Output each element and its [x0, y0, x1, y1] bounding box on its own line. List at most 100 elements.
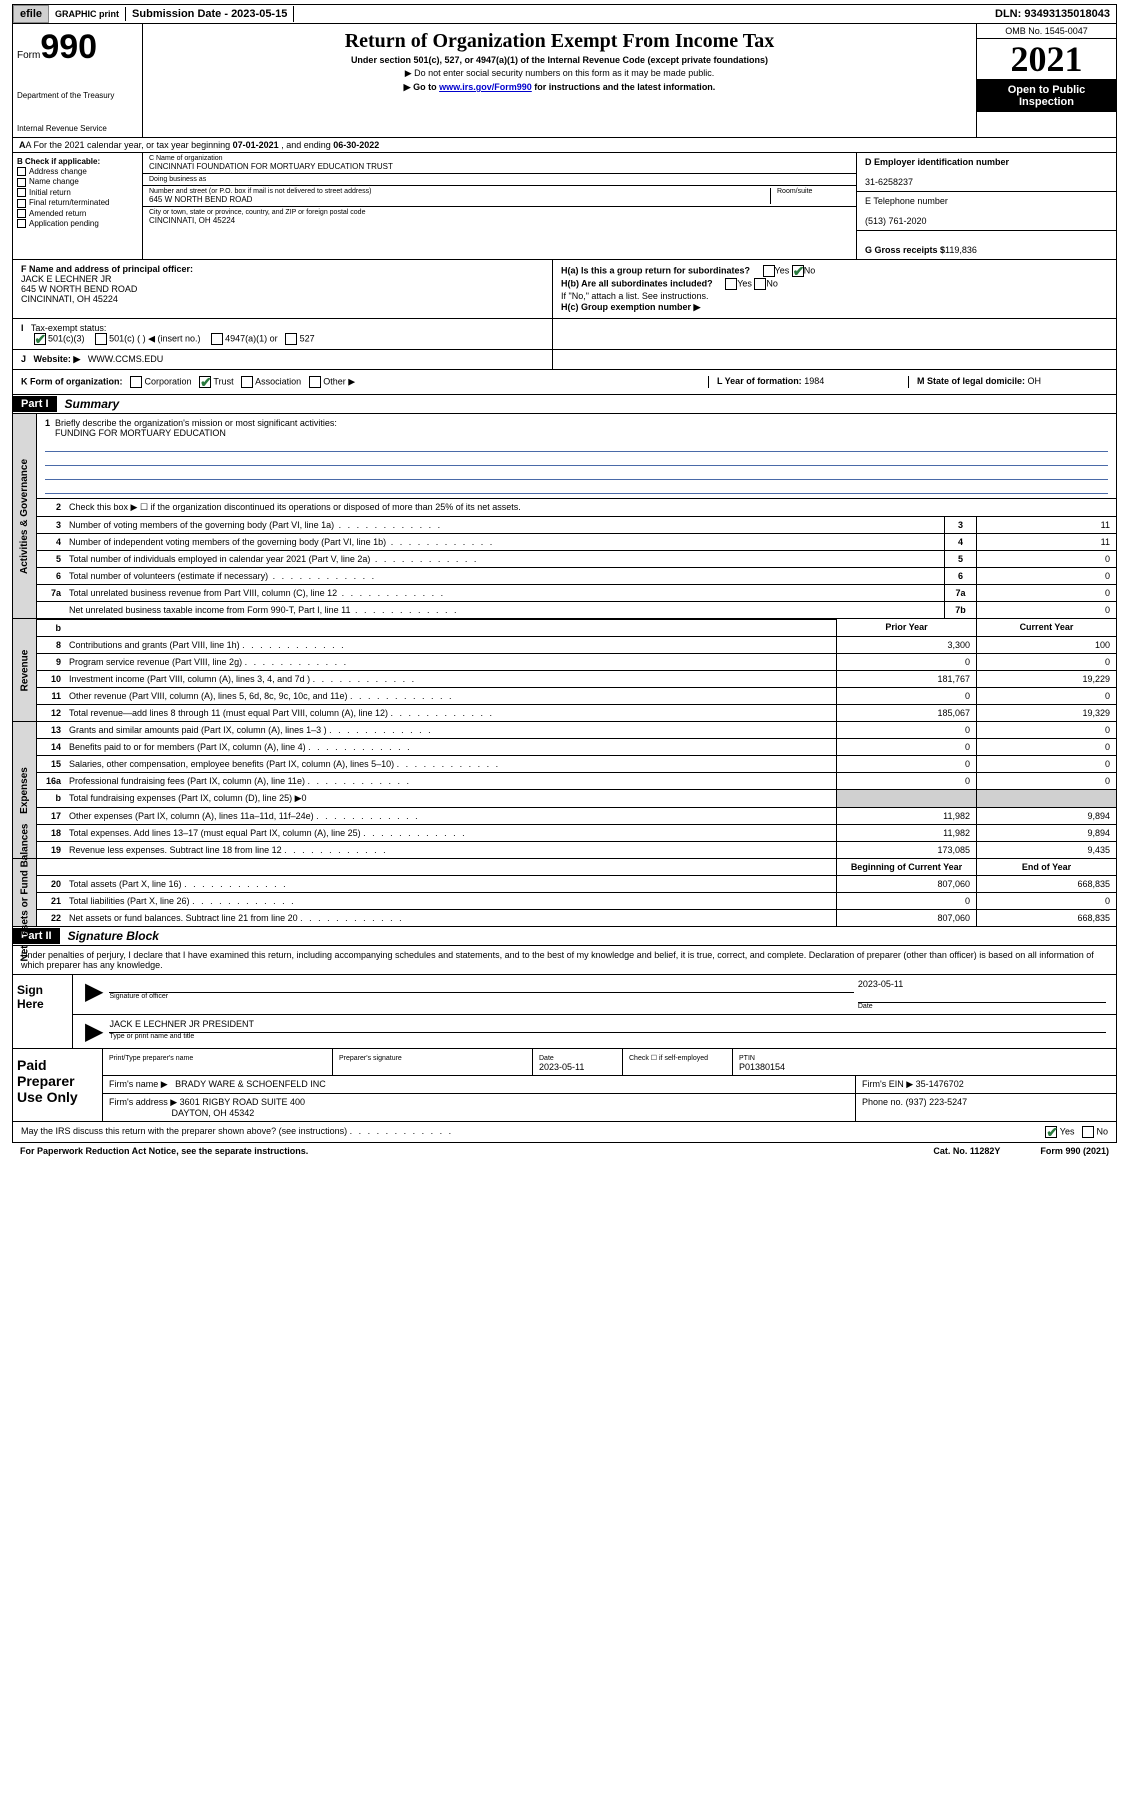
chk-discuss-yes[interactable] [1045, 1126, 1057, 1138]
table-row: 10Investment income (Part VIII, column (… [37, 671, 1116, 688]
form-header: Form990 Department of the Treasury Inter… [12, 24, 1117, 138]
sign-date: 2023-05-11 Date [856, 977, 1108, 1012]
chk-527[interactable] [285, 333, 297, 345]
chk-association[interactable] [241, 376, 253, 388]
irs-link[interactable]: www.irs.gov/Form990 [439, 82, 532, 92]
irs-label: Internal Revenue Service [17, 124, 138, 133]
year-of-formation: L Year of formation: 1984 [708, 376, 908, 388]
arrow-icon: ▶ [81, 977, 107, 1012]
form-number: Form990 [17, 28, 138, 67]
chk-initial-return[interactable]: Initial return [17, 188, 138, 197]
dept-label: Department of the Treasury [17, 91, 138, 100]
chk-corporation[interactable] [130, 376, 142, 388]
part2-title: Signature Block [60, 927, 167, 945]
table-row: Net unrelated business taxable income fr… [37, 602, 1116, 618]
dba: Doing business as [143, 174, 856, 186]
table-row: 3Number of voting members of the governi… [37, 517, 1116, 534]
preparer-date: Date2023-05-11 [533, 1049, 623, 1075]
print-button[interactable]: print [99, 9, 119, 19]
form-title: Return of Organization Exempt From Incom… [147, 30, 972, 53]
col-current-year: Current Year [976, 619, 1116, 636]
table-row: 11Other revenue (Part VIII, column (A), … [37, 688, 1116, 705]
cat-no: Cat. No. 11282Y [933, 1146, 1000, 1156]
sign-here-label: Sign Here [13, 975, 73, 1048]
preparer-sig-label: Preparer's signature [333, 1049, 533, 1075]
tab-revenue: Revenue [13, 619, 37, 721]
firm-ein: Firm's EIN ▶ 35-1476702 [856, 1076, 1116, 1093]
row-k-org-form: K Form of organization: Corporation Trus… [21, 376, 708, 388]
chk-trust[interactable] [199, 376, 211, 388]
telephone: E Telephone number (513) 761-2020 [857, 192, 1116, 231]
principal-officer: F Name and address of principal officer:… [13, 260, 553, 318]
self-employed-check: Check ☐ if self-employed [623, 1049, 733, 1075]
table-row: 7aTotal unrelated business revenue from … [37, 585, 1116, 602]
chk-address-change[interactable]: Address change [17, 167, 138, 176]
street-address: Number and street (or P.O. box if mail i… [143, 186, 856, 207]
pra-notice: For Paperwork Reduction Act Notice, see … [20, 1146, 933, 1156]
inspection-badge: Open to PublicInspection [977, 80, 1116, 112]
chk-501c3[interactable] [34, 333, 46, 345]
gross-receipts: G Gross receipts $119,836 [857, 231, 1116, 259]
part1-header: Part I [13, 396, 57, 412]
preparer-name-label: Print/Type preparer's name [103, 1049, 333, 1075]
table-row: 21Total liabilities (Part X, line 26) 00 [37, 893, 1116, 910]
firm-phone: Phone no. (937) 223-5247 [856, 1094, 1116, 1121]
chk-name-change[interactable]: Name change [17, 177, 138, 186]
form-note1: ▶ Do not enter social security numbers o… [147, 68, 972, 79]
table-row: 13Grants and similar amounts paid (Part … [37, 722, 1116, 739]
ein: D Employer identification number 31-6258… [857, 153, 1116, 192]
tax-year: 2021 [977, 39, 1116, 80]
table-row: 8Contributions and grants (Part VIII, li… [37, 637, 1116, 654]
discuss-row: May the IRS discuss this return with the… [12, 1122, 1117, 1143]
topbar: efile GRAPHIC print Submission Date - 20… [12, 4, 1117, 24]
table-row: 6Total number of volunteers (estimate if… [37, 568, 1116, 585]
graphic-label: GRAPHIC print [49, 7, 126, 21]
table-row: 20Total assets (Part X, line 16) 807,060… [37, 876, 1116, 893]
col-prior-year: Prior Year [836, 619, 976, 636]
table-row: 5Total number of individuals employed in… [37, 551, 1116, 568]
table-row: bTotal fundraising expenses (Part IX, co… [37, 790, 1116, 808]
firm-name: Firm's name ▶ BRADY WARE & SCHOENFELD IN… [103, 1076, 856, 1093]
mission-section: 1 Briefly describe the organization's mi… [37, 414, 1116, 498]
col-end-year: End of Year [976, 859, 1116, 875]
tab-net-assets: Net Assets or Fund Balances [13, 859, 37, 926]
table-row: 17Other expenses (Part IX, column (A), l… [37, 808, 1116, 825]
chk-final-return[interactable]: Final return/terminated [17, 198, 138, 207]
row-a-tax-year: AA For the 2021 calendar year, or tax ye… [12, 138, 1117, 153]
arrow-icon: ▶ [81, 1017, 107, 1046]
dln: DLN: 93493135018043 [989, 6, 1116, 22]
paid-preparer-label: Paid Preparer Use Only [13, 1049, 103, 1121]
form-subtitle: Under section 501(c), 527, or 4947(a)(1)… [147, 55, 972, 65]
submission-date: Submission Date - 2023-05-15 [126, 6, 294, 22]
part1-title: Summary [57, 395, 128, 413]
col-b-checkboxes: B Check if applicable: Address change Na… [13, 153, 143, 259]
declaration-text: Under penalties of perjury, I declare th… [12, 946, 1117, 975]
table-row: 16aProfessional fundraising fees (Part I… [37, 773, 1116, 790]
chk-501c[interactable] [95, 333, 107, 345]
table-row: 22Net assets or fund balances. Subtract … [37, 910, 1116, 926]
state-domicile: M State of legal domicile: OH [908, 376, 1108, 388]
table-row: 14Benefits paid to or for members (Part … [37, 739, 1116, 756]
chk-4947[interactable] [211, 333, 223, 345]
table-row: 9Program service revenue (Part VIII, lin… [37, 654, 1116, 671]
row-j-website: J Website: ▶ WWW.CCMS.EDU [13, 350, 553, 369]
chk-other[interactable] [309, 376, 321, 388]
ptin: PTINP01380154 [733, 1049, 1116, 1075]
group-return: H(a) Is this a group return for subordin… [553, 260, 1116, 318]
chk-discuss-no[interactable] [1082, 1126, 1094, 1138]
col-beginning-year: Beginning of Current Year [836, 859, 976, 875]
firm-address: Firm's address ▶ 3601 RIGBY ROAD SUITE 4… [103, 1094, 856, 1121]
efile-label: efile [13, 5, 49, 23]
chk-application-pending[interactable]: Application pending [17, 219, 138, 228]
table-row: 15Salaries, other compensation, employee… [37, 756, 1116, 773]
tab-governance: Activities & Governance [13, 414, 37, 618]
form-note2: ▶ Go to www.irs.gov/Form990 for instruct… [147, 82, 972, 93]
table-row: 18Total expenses. Add lines 13–17 (must … [37, 825, 1116, 842]
org-name: C Name of organization CINCINNATI FOUNDA… [143, 153, 856, 174]
officer-signature: Signature of officer [107, 977, 855, 1012]
chk-amended-return[interactable]: Amended return [17, 209, 138, 218]
officer-name: JACK E LECHNER JR PRESIDENT Type or prin… [107, 1017, 1108, 1046]
omb-number: OMB No. 1545-0047 [977, 24, 1116, 39]
table-row: 12Total revenue—add lines 8 through 11 (… [37, 705, 1116, 721]
city-state-zip: City or town, state or province, country… [143, 207, 856, 227]
